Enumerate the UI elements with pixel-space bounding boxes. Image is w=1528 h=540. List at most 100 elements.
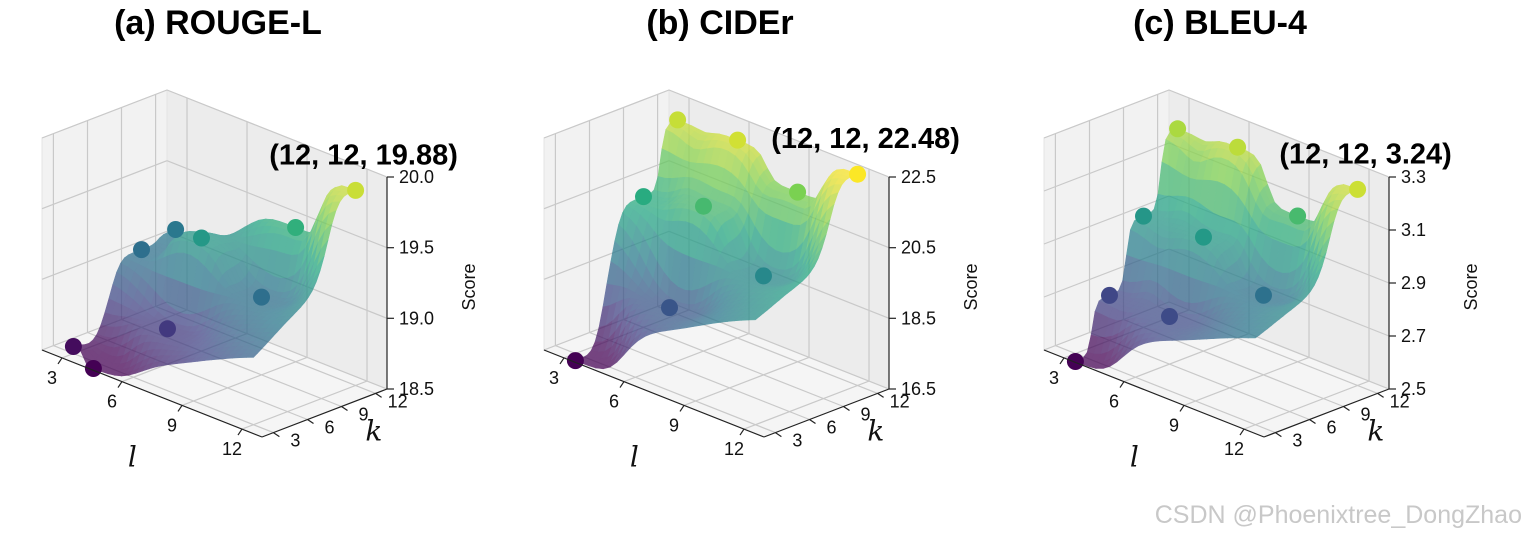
data-points: [64, 181, 365, 377]
z-axis-label: Score: [961, 263, 981, 310]
max-annotation: (12, 12, 3.24): [1279, 138, 1452, 170]
data-points: [1066, 120, 1367, 370]
y-tick-label: 3: [290, 431, 300, 451]
data-point: [133, 241, 150, 259]
x-tick: [57, 357, 63, 365]
z-tick-label: 2.9: [1401, 273, 1426, 293]
x-tick-label: 3: [549, 368, 559, 388]
y-tick-label: 12: [1390, 391, 1410, 411]
grid-line: [41, 160, 168, 210]
x-tick: [237, 428, 243, 436]
grid-line: [623, 333, 750, 383]
z-tick-label: 22.5: [901, 167, 936, 187]
z-tick-label: 16.5: [901, 379, 936, 399]
grid-line: [41, 89, 168, 139]
chart-title: (b) CIDEr: [646, 4, 793, 42]
z-tick-label: 18.5: [399, 379, 434, 399]
data-point: [1255, 286, 1272, 304]
data-point: [789, 183, 807, 201]
data-points: [566, 111, 867, 370]
grid-line: [1168, 89, 1390, 178]
z-tick-label: 3.3: [1401, 167, 1426, 187]
data-point: [849, 165, 867, 183]
data-point: [661, 299, 678, 317]
x-tick: [1059, 357, 1065, 365]
watermark: CSDN @Phoenixtree_DongZhao: [1154, 501, 1522, 529]
y-tick-label: 6: [1326, 418, 1336, 438]
y-tick-label: 3: [1292, 431, 1302, 451]
x-tick-label: 9: [669, 415, 679, 435]
x-axis-line: [41, 349, 263, 438]
y-tick: [307, 419, 314, 424]
data-point: [64, 338, 82, 355]
y-tick: [1309, 419, 1316, 424]
y-axis-line: [261, 388, 388, 438]
grid-line: [1043, 195, 1170, 245]
x-tick-label: 12: [1224, 439, 1244, 459]
grid-line: [668, 89, 890, 178]
grid-line: [1183, 356, 1310, 406]
max-annotation: (12, 12, 19.88): [269, 139, 458, 171]
chart-title: (c) BLEU-4: [1133, 4, 1307, 42]
z-tick-label: 19.0: [399, 308, 434, 328]
x-tick: [1239, 428, 1245, 436]
z-tick-label: 3.1: [1401, 220, 1426, 240]
x-tick: [559, 357, 565, 365]
surface-mesh: [72, 185, 357, 377]
x-axis-line: [1043, 349, 1265, 438]
chart-title: (a) ROUGE-L: [114, 4, 322, 42]
y-tick-label: 9: [1360, 405, 1370, 425]
data-point: [755, 267, 772, 285]
y-tick: [809, 419, 816, 424]
data-point: [84, 360, 102, 377]
y-tick-label: 12: [890, 391, 910, 411]
y-tick: [1275, 432, 1282, 438]
data-point: [159, 320, 176, 338]
data-point: [1229, 138, 1247, 156]
data-point: [193, 229, 210, 247]
grid-line: [623, 318, 844, 408]
surface-cell: [245, 353, 259, 358]
grid-line: [543, 160, 670, 210]
x-axis-label: l: [128, 441, 137, 474]
x-tick-label: 3: [1049, 368, 1059, 388]
surface-cell: [1247, 334, 1261, 339]
z-tick-label: 2.7: [1401, 326, 1426, 346]
y-axis-label: k: [365, 415, 382, 448]
y-tick: [843, 406, 850, 411]
data-point: [1195, 228, 1212, 246]
x-tick: [117, 381, 123, 388]
x-tick-label: 9: [1169, 415, 1179, 435]
grid-line: [166, 160, 388, 249]
x-axis-label: l: [630, 441, 639, 474]
x-tick-label: 12: [724, 439, 744, 459]
z-axis-label: Score: [459, 263, 479, 310]
y-tick: [1377, 392, 1384, 398]
z-tick-label: 2.5: [1401, 379, 1426, 399]
data-point: [1169, 120, 1187, 138]
x-tick: [739, 428, 745, 436]
y-tick: [1343, 406, 1350, 411]
z-tick-label: 18.5: [901, 308, 936, 328]
y-axis-line: [1263, 388, 1390, 438]
x-tick: [1179, 405, 1185, 412]
x-tick: [619, 381, 625, 388]
y-tick-label: 3: [792, 431, 802, 451]
data-point: [287, 219, 305, 236]
data-point: [1289, 207, 1307, 225]
x-tick: [177, 405, 183, 412]
data-point: [729, 131, 747, 149]
z-tick-label: 20.0: [399, 167, 434, 187]
grid-line: [181, 356, 308, 406]
x-tick: [679, 405, 685, 412]
y-tick: [375, 392, 382, 398]
grid-line: [241, 380, 368, 430]
y-tick-label: 9: [358, 405, 368, 425]
y-axis-label: k: [1367, 415, 1384, 448]
x-tick-label: 6: [1109, 392, 1119, 412]
y-tick-label: 12: [388, 391, 408, 411]
x-axis-line: [543, 349, 765, 438]
